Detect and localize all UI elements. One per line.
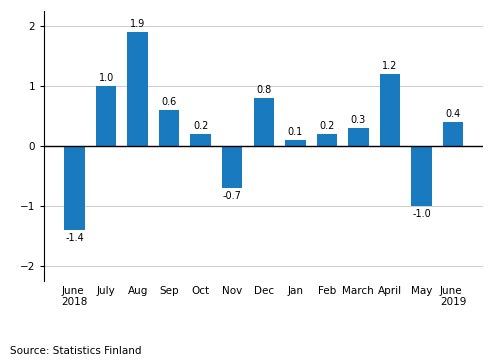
Text: 1.9: 1.9 xyxy=(130,19,145,29)
Bar xyxy=(190,134,211,146)
Bar xyxy=(127,32,148,146)
Bar xyxy=(96,86,116,146)
Text: -0.7: -0.7 xyxy=(223,191,242,201)
Bar xyxy=(222,146,243,188)
Bar xyxy=(380,74,400,146)
Text: 0.3: 0.3 xyxy=(351,115,366,125)
Text: Source: Statistics Finland: Source: Statistics Finland xyxy=(10,346,141,356)
Text: -1.0: -1.0 xyxy=(412,209,431,219)
Text: 0.1: 0.1 xyxy=(287,127,303,137)
Text: 0.2: 0.2 xyxy=(319,121,335,131)
Text: 0.2: 0.2 xyxy=(193,121,209,131)
Bar xyxy=(64,146,85,230)
Bar xyxy=(348,128,369,146)
Bar xyxy=(285,140,306,146)
Text: 0.6: 0.6 xyxy=(162,97,177,107)
Text: 0.8: 0.8 xyxy=(256,85,271,95)
Text: -1.4: -1.4 xyxy=(65,233,84,243)
Bar xyxy=(443,122,463,146)
Bar xyxy=(253,98,274,146)
Bar xyxy=(317,134,337,146)
Text: 0.4: 0.4 xyxy=(445,109,460,119)
Bar xyxy=(411,146,432,206)
Bar xyxy=(159,110,179,146)
Text: 1.0: 1.0 xyxy=(99,73,114,83)
Text: 1.2: 1.2 xyxy=(382,61,397,71)
